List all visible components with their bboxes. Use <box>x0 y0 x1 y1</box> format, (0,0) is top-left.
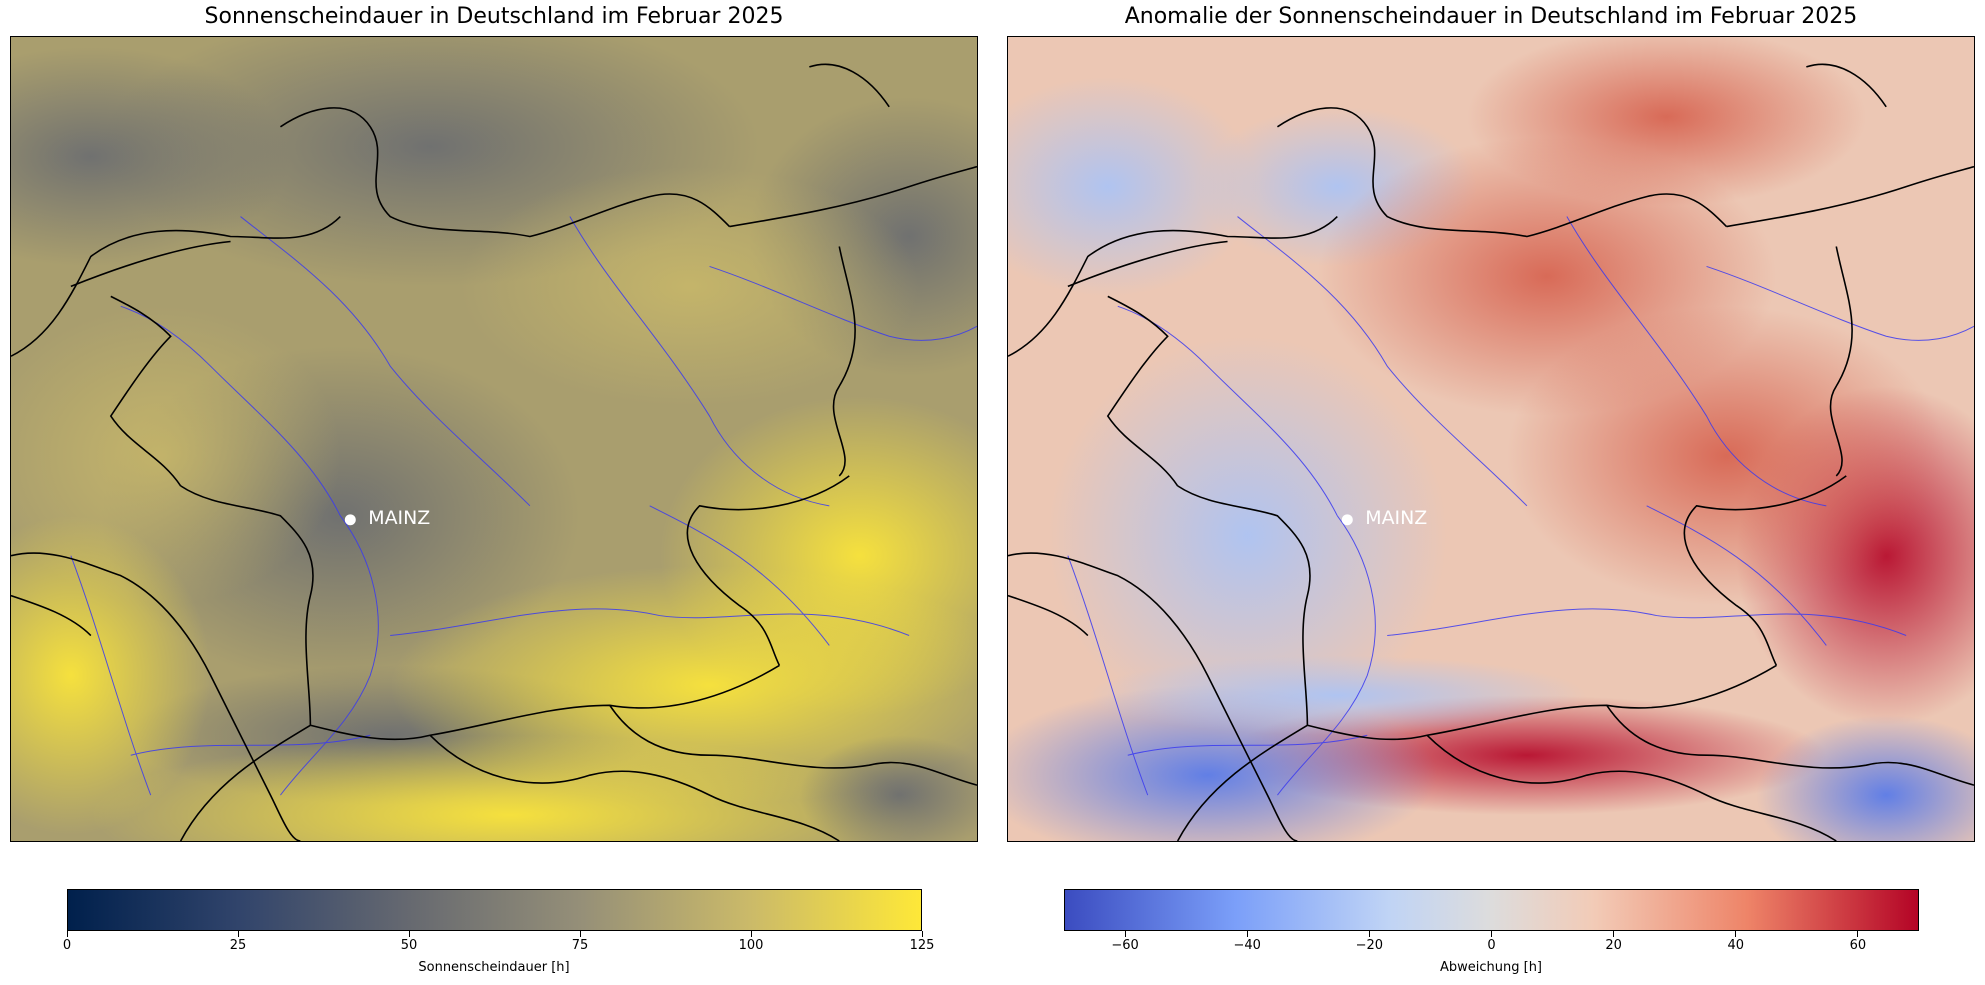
left-colorbar <box>67 889 922 931</box>
colorbar-tick-label: 75 <box>571 938 589 953</box>
colorbar-tick-label: −20 <box>1355 938 1384 953</box>
colorbar-tick-label: 60 <box>1849 938 1867 953</box>
colorbar-tick <box>66 931 68 937</box>
rivers <box>70 216 977 796</box>
colorbar-tick <box>1857 931 1859 937</box>
mainz-marker[interactable] <box>344 514 356 526</box>
colorbar-tick <box>1368 931 1370 937</box>
colorbar-tick <box>1124 931 1126 937</box>
sunshine-duration-map[interactable]: MAINZ <box>10 36 978 842</box>
colorbar-tick-label: 0 <box>1487 938 1496 953</box>
left-colorbar-label: Sonnenscheindauer [h] <box>418 960 570 975</box>
colorbar-tick <box>237 931 239 937</box>
anomaly-field <box>1008 37 1974 841</box>
colorbar-tick-label: 100 <box>738 938 764 953</box>
colorbar-tick-label: −60 <box>1111 938 1139 953</box>
colorbar-tick <box>408 931 410 937</box>
mainz-label: MAINZ <box>1365 507 1427 529</box>
sunshine-field <box>11 37 977 841</box>
mainz-label: MAINZ <box>368 507 430 529</box>
borders <box>11 63 977 841</box>
colorbar-tick-label: 40 <box>1727 938 1745 953</box>
colorbar-tick-label: 20 <box>1605 938 1622 953</box>
mainz-marker[interactable] <box>1341 514 1353 526</box>
right-map-title: Anomalie der Sonnenscheindauer in Deutsc… <box>1124 4 1858 29</box>
right-colorbar-label: Abweichung [h] <box>1439 960 1543 975</box>
colorbar-tick <box>579 931 581 937</box>
colorbar-tick <box>750 931 752 937</box>
colorbar-tick-label: 125 <box>909 938 935 953</box>
right-colorbar <box>1064 889 1919 931</box>
colorbar-tick <box>1491 931 1492 937</box>
colorbar-tick-label: 50 <box>400 938 418 953</box>
rivers <box>1067 216 1974 796</box>
colorbar-tick <box>1613 931 1615 937</box>
left-map-title: Sonnenscheindauer in Deutschland im Febr… <box>204 4 784 29</box>
colorbar-tick-label: 25 <box>229 938 247 953</box>
colorbar-tick <box>1735 931 1737 937</box>
borders <box>1008 63 1974 841</box>
colorbar-tick-label: 0 <box>62 938 72 953</box>
colorbar-tick-label: −40 <box>1233 938 1261 953</box>
sunshine-anomaly-map[interactable]: MAINZ <box>1007 36 1975 842</box>
colorbar-tick <box>921 931 923 937</box>
colorbar-tick <box>1246 931 1248 937</box>
